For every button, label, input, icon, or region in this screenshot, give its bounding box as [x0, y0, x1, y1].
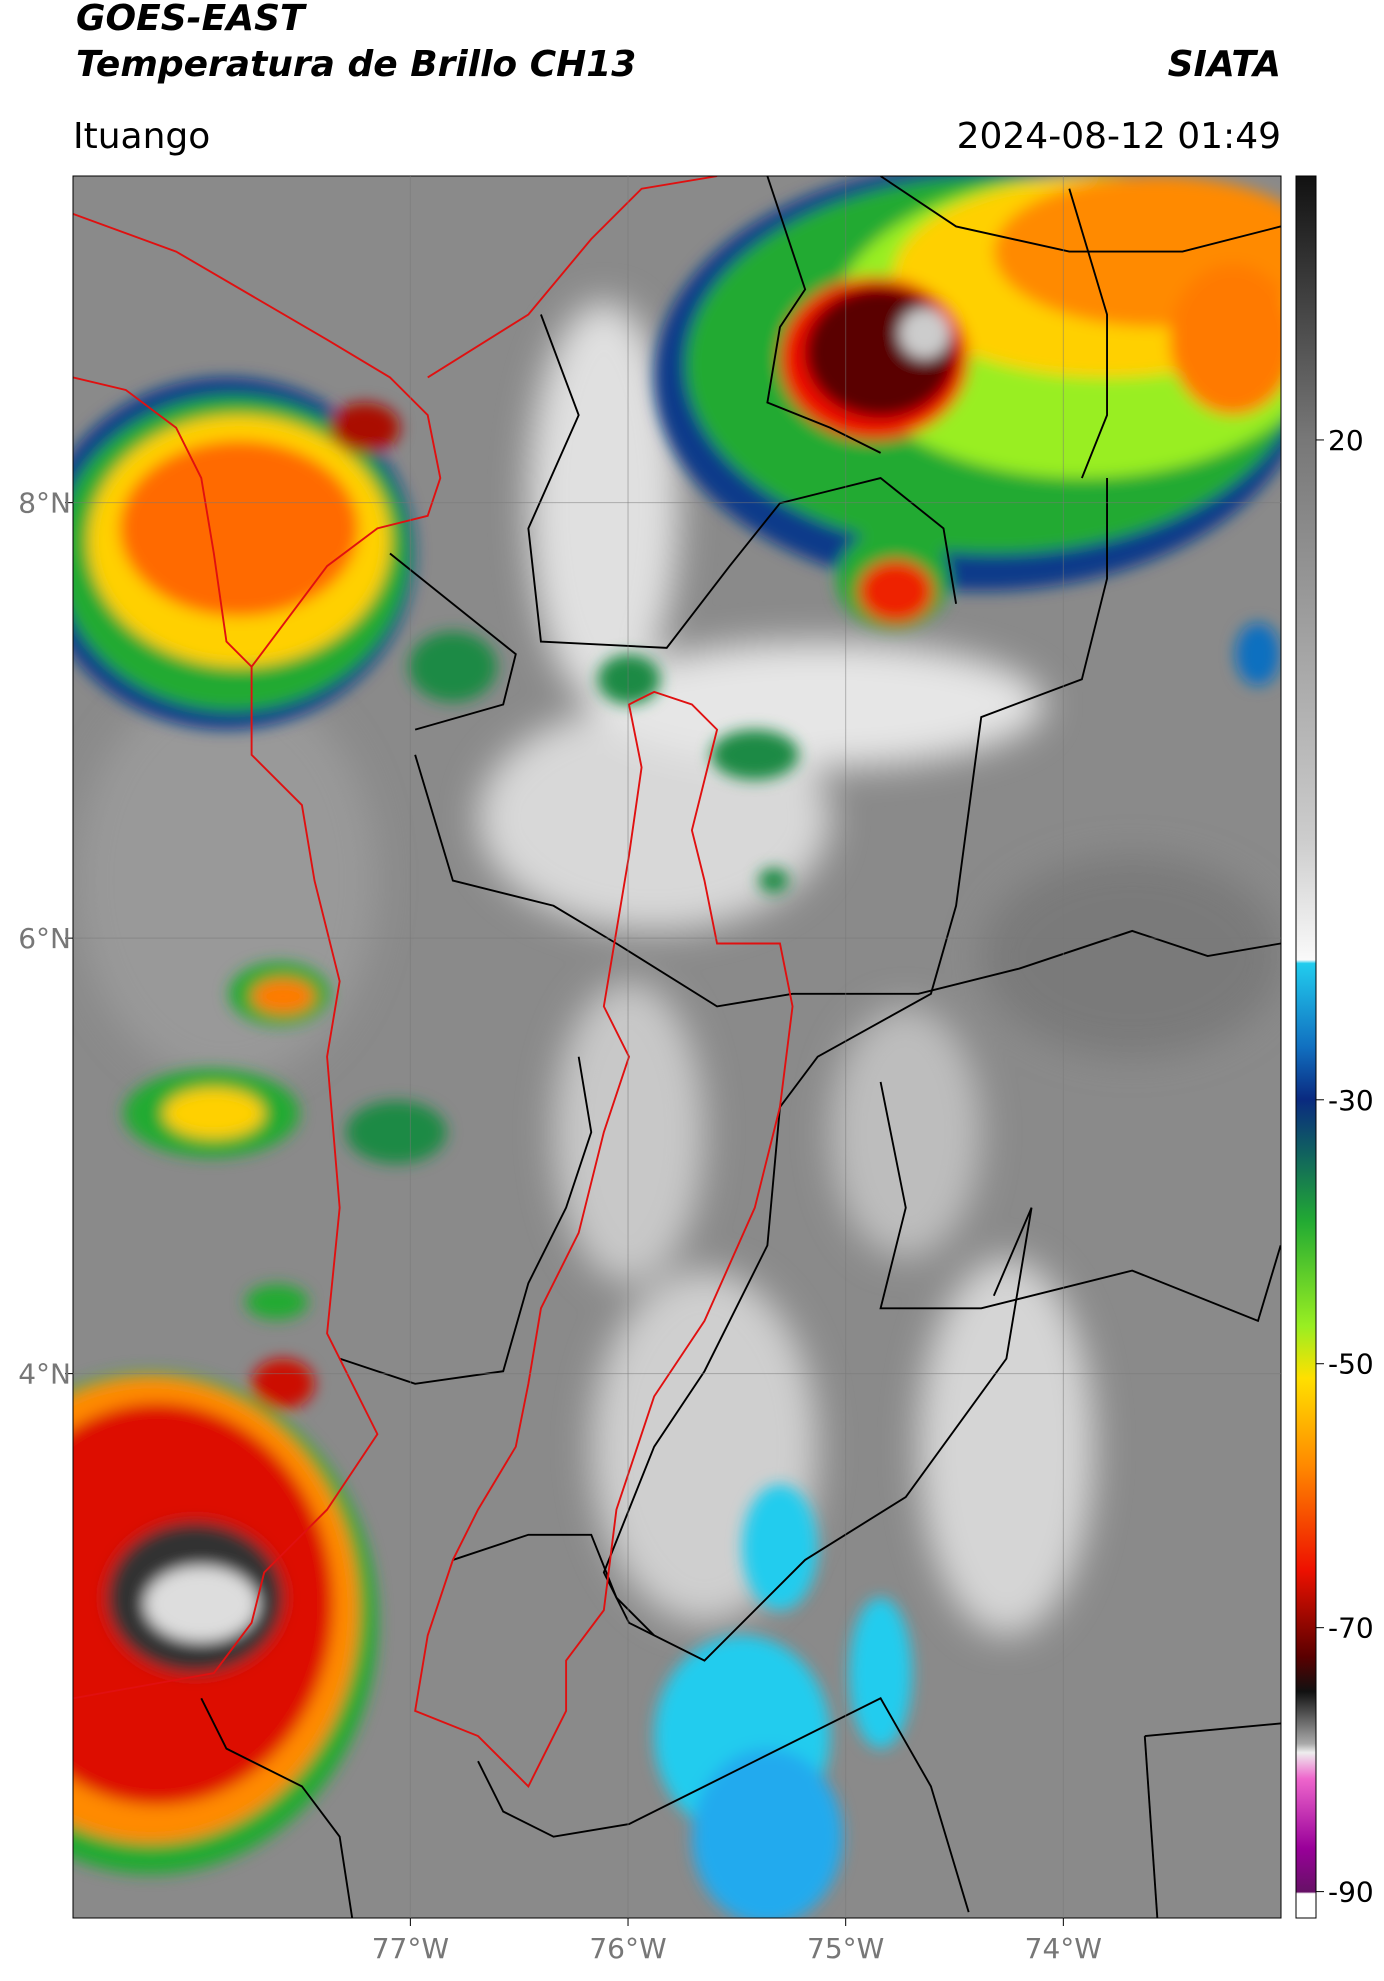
colorbar-tick-label: -90: [1328, 1876, 1374, 1909]
colorbar-tick-label: 20: [1328, 424, 1364, 457]
y-tick-label: 8°N: [18, 487, 71, 520]
x-tick-label: 74°W: [1025, 1932, 1102, 1965]
timestamp: 2024-08-12 01:49: [957, 116, 1281, 157]
y-tick-label: 6°N: [18, 922, 71, 955]
y-tick-label: 4°N: [18, 1358, 71, 1391]
location: Ituango: [73, 116, 210, 157]
subtitle: Temperatura de Brillo CH13: [76, 44, 636, 85]
colorbar: [1295, 175, 1317, 1919]
satellite-image: [73, 176, 1281, 1918]
colorbar-tick-label: -70: [1328, 1612, 1374, 1645]
map-frame: [72, 175, 1282, 1919]
x-tick-label: 75°W: [807, 1932, 884, 1965]
x-tick-label: 77°W: [372, 1932, 449, 1965]
title: GOES-EAST: [76, 0, 307, 39]
colorbar-tick-label: -50: [1328, 1348, 1374, 1381]
x-tick-label: 76°W: [589, 1932, 666, 1965]
source: SIATA: [1168, 44, 1281, 85]
colorbar-tick-label: -30: [1328, 1084, 1374, 1117]
